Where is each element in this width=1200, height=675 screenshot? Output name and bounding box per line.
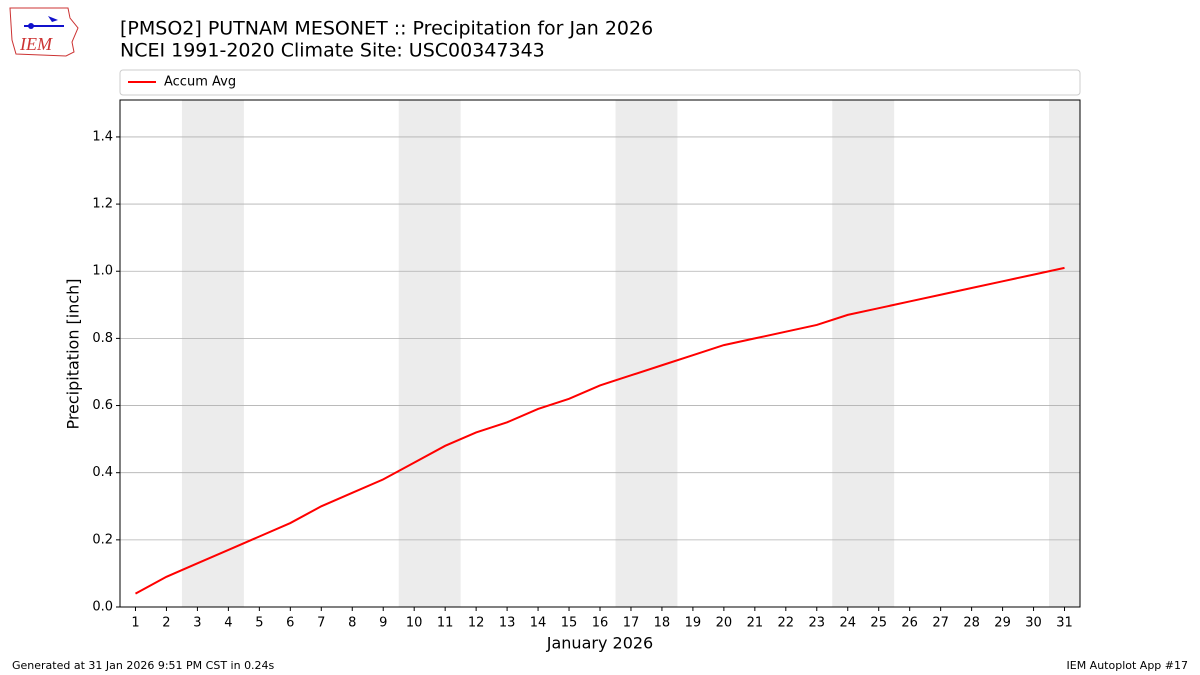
x-tick-label: 9 <box>379 616 387 631</box>
plot-frame <box>119 99 1081 608</box>
x-tick-label: 21 <box>747 616 764 631</box>
y-tick-label: 0.2 <box>92 532 113 547</box>
logo-text: IEM <box>19 34 53 54</box>
x-tick-label: 15 <box>561 616 578 631</box>
x-tick-label: 19 <box>685 616 702 631</box>
shaded-range <box>832 100 895 607</box>
footer-right: IEM Autoplot App #17 <box>1067 659 1189 672</box>
chart-subtitle: NCEI 1991-2020 Climate Site: USC00347343 <box>120 40 545 62</box>
x-tick-label: 26 <box>901 616 918 631</box>
x-tick-label: 13 <box>499 616 516 631</box>
x-axis-label: January 2026 <box>546 634 653 653</box>
x-tick-label: 10 <box>406 616 423 631</box>
x-tick-label: 24 <box>839 616 856 631</box>
shaded-range <box>1049 100 1080 607</box>
logo: IEM <box>9 7 79 57</box>
y-tick-label: 1.4 <box>92 129 113 144</box>
x-tick-label: 17 <box>623 616 640 631</box>
shaded-range <box>615 100 678 607</box>
y-tick-label: 1.2 <box>92 197 113 212</box>
x-tick-label: 4 <box>224 616 232 631</box>
y-tick-label: 0.0 <box>92 600 113 615</box>
x-tick-label: 30 <box>1025 616 1042 631</box>
shaded-range <box>398 100 461 607</box>
x-tick-label: 16 <box>592 616 609 631</box>
x-tick-label: 18 <box>654 616 671 631</box>
y-axis-label: Precipitation [inch] <box>64 278 83 429</box>
x-tick-label: 31 <box>1056 616 1073 631</box>
x-tick-label: 11 <box>437 616 454 631</box>
footer-left: Generated at 31 Jan 2026 9:51 PM CST in … <box>12 659 275 672</box>
x-tick-label: 27 <box>932 616 949 631</box>
x-tick-label: 14 <box>530 616 547 631</box>
series-line <box>135 266 1065 595</box>
y-tick-label: 0.4 <box>92 465 113 480</box>
legend-box <box>119 69 1081 96</box>
x-tick-label: 12 <box>468 616 485 631</box>
y-tick-label: 0.8 <box>92 331 113 346</box>
x-tick-label: 28 <box>963 616 980 631</box>
chart-title: [PMSO2] PUTNAM MESONET :: Precipitation … <box>120 18 653 40</box>
plot-area <box>120 100 1080 607</box>
x-tick-label: 8 <box>348 616 356 631</box>
x-tick-label: 20 <box>716 616 733 631</box>
x-tick-label: 3 <box>193 616 201 631</box>
shaded-range <box>181 100 244 607</box>
x-tick-label: 6 <box>286 616 294 631</box>
x-tick-label: 1 <box>131 616 139 631</box>
x-tick-label: 2 <box>162 616 170 631</box>
x-tick-label: 22 <box>778 616 795 631</box>
y-tick-label: 0.6 <box>92 398 113 413</box>
x-tick-label: 7 <box>317 616 325 631</box>
y-tick-label: 1.0 <box>92 264 113 279</box>
x-tick-label: 23 <box>809 616 826 631</box>
x-tick-label: 5 <box>255 616 263 631</box>
x-tick-label: 25 <box>870 616 887 631</box>
legend-label: Accum Avg <box>164 75 236 90</box>
x-tick-label: 29 <box>994 616 1011 631</box>
